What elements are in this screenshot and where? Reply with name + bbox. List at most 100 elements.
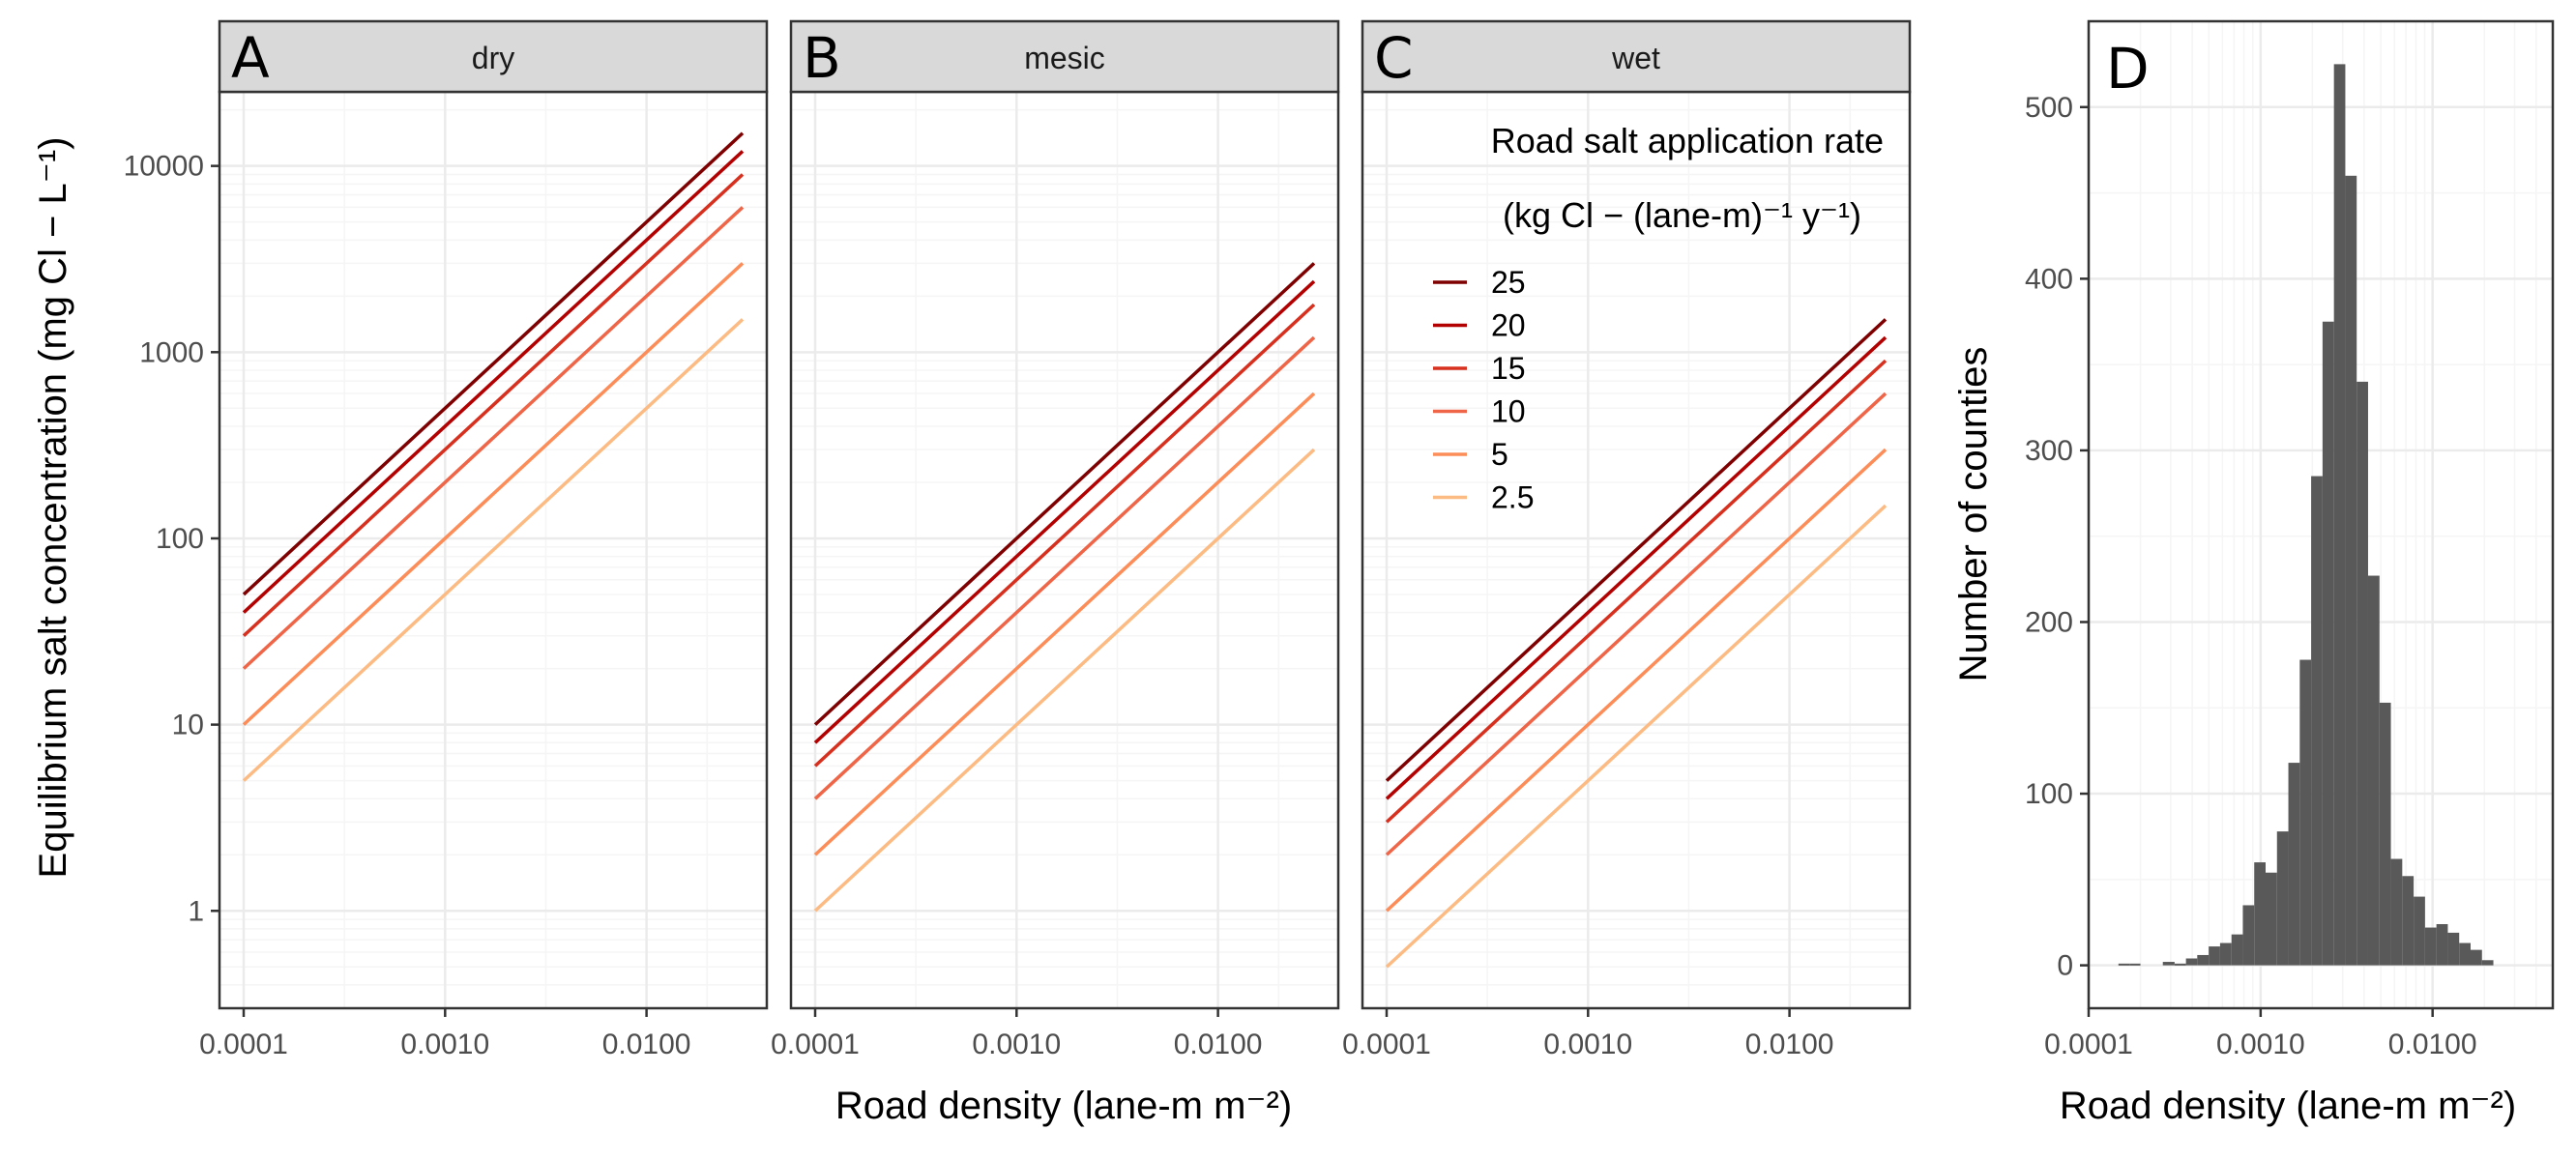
series-line-20: [1385, 335, 1888, 800]
panel-d: D 0.0001 0.0010 0.0100 0 100 200 300 400 500: [2025, 19, 2555, 1060]
legend-label-25: 25: [1491, 265, 1526, 300]
histogram-bar: [2276, 831, 2289, 966]
histogram-bar: [2447, 932, 2460, 966]
histogram-bar: [2424, 927, 2437, 966]
series-line-10: [813, 335, 1316, 800]
histogram-bar: [2414, 896, 2425, 966]
series-line-20: [813, 279, 1316, 744]
histogram-bar: [2242, 905, 2255, 966]
y-axis-title-concentration: Equilibrium salt concentration (mg Cl − …: [32, 137, 74, 879]
gridlines: [1362, 92, 1910, 1009]
shared-x-axis-title: Road density (lane-m m⁻²): [835, 1085, 1292, 1127]
histogram-bar: [2209, 946, 2220, 966]
x-tick-label: 0.0100: [1174, 1029, 1263, 1060]
x-tick-label: 0.0010: [2216, 1029, 2305, 1060]
legend-label-2_5: 2.5: [1491, 480, 1534, 515]
series-line-5: [1385, 448, 1888, 913]
histogram-bar: [2197, 954, 2210, 966]
x-tick-label: 0.0100: [2388, 1029, 2477, 1060]
strip-header: [1361, 19, 1912, 94]
strip-header: [218, 19, 769, 94]
series-line-2_5: [242, 318, 745, 782]
histogram-bar: [2402, 876, 2415, 966]
strip-label-mesic: mesic: [1024, 41, 1105, 75]
histogram-bar: [2333, 64, 2346, 966]
x-tick-label: 0.0100: [602, 1029, 691, 1060]
y-tick-label: 100: [156, 523, 204, 555]
series-line-25: [242, 131, 745, 596]
histogram-bar: [2118, 963, 2130, 966]
y-tick-label: 0: [2057, 950, 2073, 982]
series-line-5: [813, 392, 1316, 856]
histogram-bar: [2174, 963, 2186, 966]
x-tick-label: 0.0001: [199, 1029, 288, 1060]
histogram-bar: [2459, 942, 2471, 966]
y-tick-label: 300: [2025, 435, 2073, 467]
histogram-bar: [2390, 858, 2403, 966]
series-line-25: [1385, 318, 1888, 782]
histogram-bar: [2288, 763, 2300, 966]
histogram-bar: [2231, 934, 2243, 966]
histogram-bar: [2436, 923, 2448, 966]
series-group: [242, 131, 745, 782]
histogram-bar: [2254, 862, 2266, 966]
x-tick-label: 0.0010: [400, 1029, 489, 1060]
panel-tag-b: B: [803, 25, 841, 91]
histogram-bar: [2219, 942, 2232, 966]
strip-label-wet: wet: [1611, 41, 1660, 75]
legend-label-5: 5: [1491, 437, 1508, 472]
y-tick-label: 500: [2025, 92, 2073, 124]
histogram-x-axis-title: Road density (lane-m m⁻²): [2060, 1085, 2516, 1127]
legend-label-10: 10: [1491, 394, 1526, 429]
series-line-25: [813, 262, 1316, 726]
x-tick-label: 0.0010: [1543, 1029, 1632, 1060]
gridlines: [220, 92, 767, 1009]
histogram-bar: [2322, 321, 2334, 966]
histogram-bar: [2265, 872, 2277, 966]
histogram-bar: [2356, 381, 2368, 966]
panel-tag-c: C: [1374, 25, 1414, 91]
series-line-15: [813, 303, 1316, 768]
legend-title-line1: Road salt application rate: [1491, 121, 1884, 160]
histogram-bar: [2367, 575, 2380, 966]
histogram-y-axis-title: Number of counties: [1952, 347, 1995, 682]
histogram-bar: [2299, 659, 2312, 966]
x-tick-label: 0.0010: [972, 1029, 1061, 1060]
y-tick-label: 1000: [139, 336, 204, 368]
panel-tag-a: A: [231, 25, 270, 91]
panel-a: dry A 0.0001 0.0010 0.0100 1 10 100 1000 10000: [124, 19, 769, 1060]
histogram-bar: [2129, 963, 2141, 966]
series-group: [813, 262, 1316, 913]
x-tick-label: 0.0001: [1342, 1029, 1431, 1060]
series-line-10: [242, 206, 745, 670]
series-group: [1385, 318, 1888, 969]
histogram-bar: [2470, 949, 2482, 966]
y-tick-label: 1: [188, 895, 204, 927]
panel-border: [2087, 19, 2555, 1010]
x-tick-label: 0.0001: [771, 1029, 860, 1060]
histogram-bar: [2185, 958, 2198, 966]
series-line-15: [1385, 359, 1888, 824]
legend: 25 20 15 10 5 2.5: [1433, 265, 1534, 515]
x-tick-label: 0.0100: [1745, 1029, 1834, 1060]
y-tick-label: 10000: [124, 151, 204, 183]
y-tick-label: 200: [2025, 606, 2073, 638]
histogram-bar: [2162, 962, 2175, 966]
series-line-10: [1385, 392, 1888, 856]
y-tick-label: 100: [2025, 778, 2073, 810]
histogram-bar: [2379, 702, 2391, 966]
series-line-20: [242, 150, 745, 614]
panel-background: [791, 92, 1338, 1008]
x-tick-label: 0.0001: [2044, 1029, 2133, 1060]
series-line-2_5: [813, 448, 1316, 913]
histogram-bar: [2311, 476, 2323, 966]
histogram-bar: [2481, 960, 2494, 966]
panel-c: wet C 0.0001 0.0010 0.0100: [1342, 19, 1912, 1060]
panel-b: mesic B 0.0001 0.0010 0.0100: [771, 19, 1340, 1060]
strip-header: [789, 19, 1340, 94]
histogram-bar: [2345, 175, 2357, 966]
y-tick-label: 400: [2025, 263, 2073, 295]
panel-tag-d: D: [2106, 36, 2150, 102]
series-line-2_5: [1385, 504, 1888, 969]
